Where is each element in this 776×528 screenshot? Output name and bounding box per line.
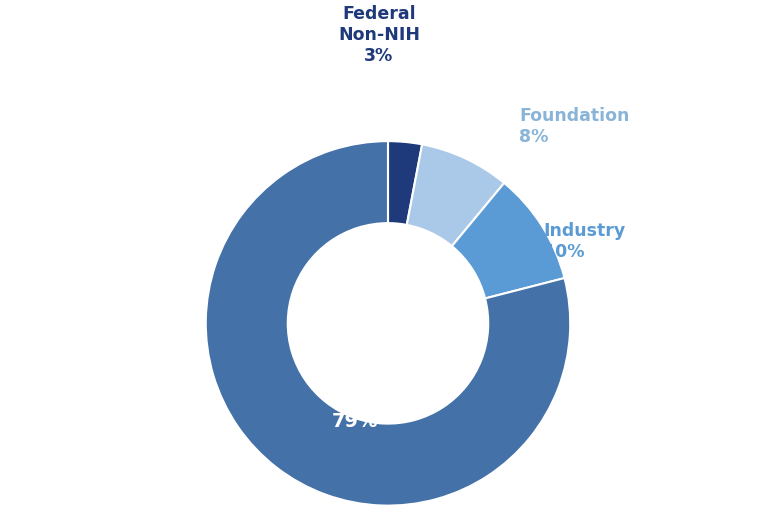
Text: NIH
79%: NIH 79% <box>332 390 379 431</box>
Wedge shape <box>388 141 422 225</box>
Wedge shape <box>407 144 504 246</box>
Text: Industry
10%: Industry 10% <box>543 222 625 261</box>
Wedge shape <box>206 141 570 506</box>
Text: Foundation
8%: Foundation 8% <box>519 107 629 146</box>
Text: Federal
Non-NIH
3%: Federal Non-NIH 3% <box>338 5 420 64</box>
Wedge shape <box>452 183 564 298</box>
